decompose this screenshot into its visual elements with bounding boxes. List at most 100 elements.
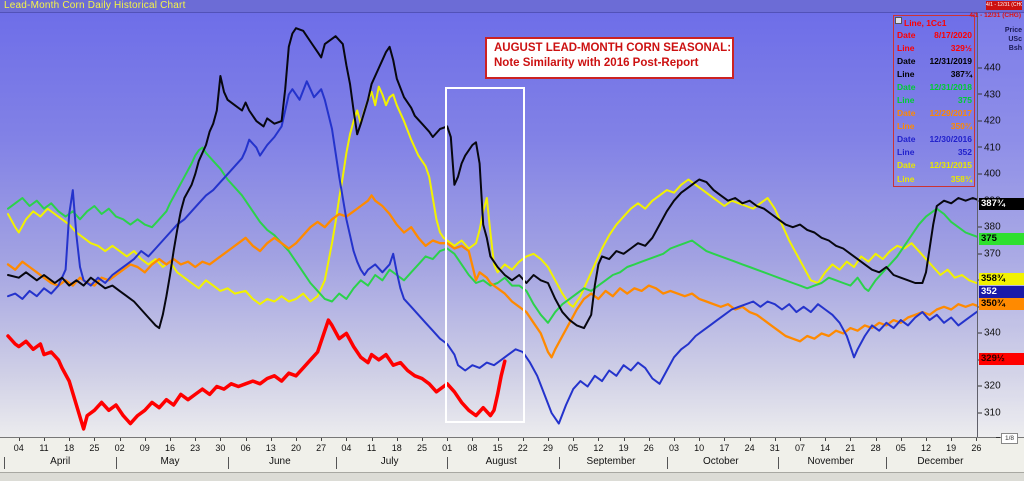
x-axis-date-label: 08 xyxy=(467,443,478,453)
x-axis-date-label: 05 xyxy=(895,443,906,453)
legend-row-value: 352 xyxy=(957,147,972,158)
x-tick-mark xyxy=(951,438,953,441)
plot-region: AUGUST LEAD-MONTH CORN SEASONAL: Note Si… xyxy=(0,13,1024,437)
y-axis-tick-label: 310 xyxy=(978,407,1024,418)
chart-canvas[interactable]: AUGUST LEAD-MONTH CORN SEASONAL: Note Si… xyxy=(0,13,977,437)
y-tick-mark xyxy=(978,253,982,255)
x-axis-month-label: December xyxy=(917,456,964,467)
x-tick-mark xyxy=(94,438,96,441)
y-tick-mark xyxy=(978,226,982,228)
month-separator xyxy=(335,457,337,469)
series-line-2017[interactable] xyxy=(6,194,977,359)
x-tick-mark xyxy=(270,438,272,441)
legend-row: Date 12/30/2016 xyxy=(894,133,974,146)
x-tick-mark xyxy=(245,438,247,441)
annotation-line2: Note Similarity with 2016 Post-Report xyxy=(494,57,699,69)
legend-row-label: Line xyxy=(897,147,915,158)
window-titlebar: Lead-Month Corn Daily Historical Chart xyxy=(0,0,1024,13)
y-axis-tick-label: 430 xyxy=(978,89,1024,100)
y-axis-tick-label: 400 xyxy=(978,169,1024,180)
x-axis-date-label: 15 xyxy=(492,443,503,453)
x-tick-mark xyxy=(522,438,524,441)
legend-row-label: Date xyxy=(897,56,916,67)
x-axis-date-label: 11 xyxy=(39,443,49,453)
price-scale[interactable]: Price USc Bsh 44043042041040039038037036… xyxy=(977,13,1024,437)
x-axis-date-label: 13 xyxy=(265,443,276,453)
x-axis-date-label: 25 xyxy=(89,443,100,453)
august-highlight-box[interactable] xyxy=(445,87,525,423)
tick-size-chip: 1/8 xyxy=(1001,433,1018,444)
x-axis-date-label: 22 xyxy=(517,443,528,453)
x-axis-date-label: 31 xyxy=(769,443,780,453)
month-separator xyxy=(116,457,117,469)
x-axis-date-label: 06 xyxy=(240,443,251,453)
legend-row: Date 12/29/2017 xyxy=(894,107,974,120)
x-tick-mark xyxy=(598,438,600,441)
range-label: 4/1 - 12/31 (CHG) xyxy=(969,12,1021,19)
month-separator xyxy=(778,457,780,469)
x-axis-date-label: 12 xyxy=(593,443,604,453)
x-axis-date-label: 14 xyxy=(820,443,831,453)
x-axis-date-label: 18 xyxy=(391,443,402,453)
legend-row-label: Line xyxy=(897,121,915,132)
x-axis[interactable]: 04 11 18 25 02 09 16 23 30 06 13 20 27 04 11 18 25 01 08 15… xyxy=(0,437,1024,473)
x-axis-date-label: 17 xyxy=(719,443,730,453)
y-tick-mark xyxy=(978,146,982,148)
x-tick-mark xyxy=(18,438,20,441)
x-tick-mark xyxy=(422,438,423,441)
legend-row-value: 12/31/2015 xyxy=(929,160,972,171)
x-tick-mark xyxy=(674,438,675,441)
legend-row-label: Date xyxy=(897,82,916,93)
series-line-2015[interactable] xyxy=(7,85,977,308)
legend-box[interactable]: Line, 1Cc1 Date 8/17/2020 Line 329½ Date 12/3… xyxy=(893,15,975,187)
x-axis-date-label: 04 xyxy=(13,443,24,453)
legend-row: Line 358¾ xyxy=(894,173,974,186)
legend-row: Date 8/17/2020 xyxy=(894,29,974,42)
legend-row-value: 12/31/2019 xyxy=(929,56,972,67)
y-axis-tick-label: 370 xyxy=(978,248,1024,259)
x-tick-mark xyxy=(800,438,801,441)
x-axis-date-label: 18 xyxy=(64,443,75,453)
series-line-2019[interactable] xyxy=(7,27,977,330)
unit-usc: USc xyxy=(1008,36,1022,43)
y-tick-mark xyxy=(978,173,982,175)
x-tick-mark xyxy=(44,438,45,441)
x-axis-date-label: 03 xyxy=(668,443,680,453)
x-tick-mark xyxy=(396,438,398,441)
x-axis-date-label: 26 xyxy=(971,443,982,453)
legend-row-value: 387¾ xyxy=(950,69,972,80)
month-separator xyxy=(666,457,668,469)
x-axis-date-label: 20 xyxy=(290,443,302,453)
legend-row: Date 12/31/2019 xyxy=(894,55,974,68)
legend-row-label: Date xyxy=(897,134,916,145)
x-tick-mark xyxy=(447,438,449,441)
x-axis-month-label: October xyxy=(703,456,739,467)
x-tick-mark xyxy=(724,438,726,441)
series-plot xyxy=(6,27,977,431)
price-badge-350.75: 350¾ xyxy=(979,298,1024,310)
legend-row-value: 12/31/2018 xyxy=(929,82,972,93)
x-axis-date-label: 23 xyxy=(190,443,201,453)
y-tick-mark xyxy=(978,385,982,387)
series-line-2020-1Cc1-thru-8/17[interactable] xyxy=(6,318,507,431)
price-badge-387.75: 387¾ xyxy=(979,198,1024,210)
x-axis-date-label: 07 xyxy=(794,443,806,453)
annotation-box[interactable]: AUGUST LEAD-MONTH CORN SEASONAL: Note Si… xyxy=(485,37,734,79)
y-axis-tick-label: 380 xyxy=(978,222,1024,233)
annotation-line1: AUGUST LEAD-MONTH CORN SEASONAL: xyxy=(494,42,732,54)
price-scale-units: Price USc Bsh xyxy=(1005,26,1022,53)
x-axis-month-label: April xyxy=(50,456,71,467)
x-axis-date-label: 19 xyxy=(618,443,629,453)
y-axis-tick-label: 420 xyxy=(978,116,1024,127)
y-axis-tick-label: 410 xyxy=(978,142,1024,153)
x-axis-date-label: 16 xyxy=(164,443,176,453)
x-axis-date-label: 27 xyxy=(316,443,327,453)
y-axis-tick-label: 320 xyxy=(978,381,1024,392)
x-tick-mark xyxy=(623,438,625,441)
x-tick-mark xyxy=(119,438,121,441)
month-separator xyxy=(447,457,449,469)
series-line-2016[interactable] xyxy=(7,80,977,425)
legend-row: Line 387¾ xyxy=(894,68,974,81)
x-axis-month-label: July xyxy=(380,456,399,467)
